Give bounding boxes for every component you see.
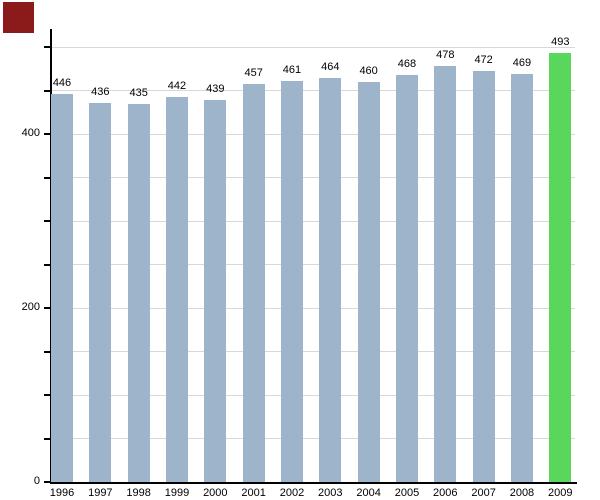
bar-value-label: 468 — [397, 57, 417, 70]
x-tick-label: 2002 — [279, 487, 305, 499]
bar-2007 — [472, 71, 495, 482]
bar-2006 — [434, 66, 457, 482]
gridline — [52, 90, 575, 91]
gridline — [52, 351, 575, 352]
bar-1997 — [89, 102, 112, 482]
x-tick-label: 2005 — [394, 487, 420, 499]
x-tick-label: 2003 — [318, 487, 343, 499]
y-axis-tick — [44, 481, 51, 483]
y-axis-tick — [44, 394, 51, 396]
x-tick-label: 2009 — [548, 487, 573, 499]
y-tick-label: 400 — [21, 127, 40, 139]
bar-2005 — [395, 74, 418, 482]
gridline — [52, 220, 575, 222]
bar-value-label: 435 — [129, 86, 148, 99]
bar-value-label: 472 — [474, 54, 493, 67]
x-tick-label: 1996 — [49, 487, 75, 499]
corner-marker — [3, 2, 34, 33]
bar-value-label: 436 — [91, 85, 110, 98]
bar-value-label: 478 — [436, 49, 455, 62]
y-axis-tick — [44, 307, 51, 309]
y-axis-tick — [44, 46, 51, 48]
x-tick-label: 2007 — [471, 487, 496, 499]
bar-2001 — [242, 84, 265, 482]
bar-2002 — [280, 80, 303, 482]
bar-2004 — [357, 81, 380, 482]
gridline — [52, 394, 575, 396]
gridline — [52, 46, 575, 48]
x-tick-label: 2008 — [509, 487, 535, 499]
bar-1996 — [51, 93, 73, 482]
y-tick-label: 0 — [33, 475, 40, 487]
bar-value-label: 446 — [52, 76, 72, 89]
y-axis-tick — [44, 263, 51, 266]
x-tick-label: 1997 — [88, 487, 113, 499]
x-tick-label: 1999 — [164, 487, 190, 499]
bar-1999 — [165, 97, 188, 482]
y-axis-tick — [44, 176, 51, 179]
bar-2008 — [510, 73, 533, 482]
bar-value-label: 439 — [206, 83, 225, 96]
x-tick-label: 2001 — [241, 487, 266, 499]
x-tick-label: 1998 — [126, 487, 151, 499]
y-axis-tick — [44, 350, 51, 353]
bar-1998 — [127, 103, 150, 482]
y-axis-tick — [44, 220, 51, 222]
bar-2003 — [319, 78, 342, 482]
bar-2000 — [204, 100, 227, 482]
y-axis-tick — [44, 437, 51, 440]
y-tick-label: 200 — [21, 301, 40, 313]
x-axis-line — [50, 482, 577, 484]
bar-value-label: 493 — [551, 36, 570, 49]
y-axis-tick — [44, 133, 51, 135]
gridline — [52, 438, 575, 439]
bar-value-label: 464 — [321, 61, 340, 74]
bar-value-label: 442 — [167, 80, 187, 93]
bar-2009 — [549, 53, 572, 482]
bar-value-label: 457 — [244, 67, 263, 80]
bar-value-label: 461 — [282, 63, 302, 76]
y-axis-tick — [44, 89, 51, 92]
bar-value-label: 469 — [512, 56, 532, 69]
bar-value-label: 460 — [359, 64, 378, 77]
gridline — [52, 133, 575, 135]
x-tick-label: 2006 — [433, 487, 458, 499]
gridline — [52, 307, 575, 309]
gridline — [52, 177, 575, 178]
gridline — [52, 264, 575, 265]
x-tick-label: 2000 — [203, 487, 228, 499]
x-tick-label: 2004 — [356, 487, 381, 499]
